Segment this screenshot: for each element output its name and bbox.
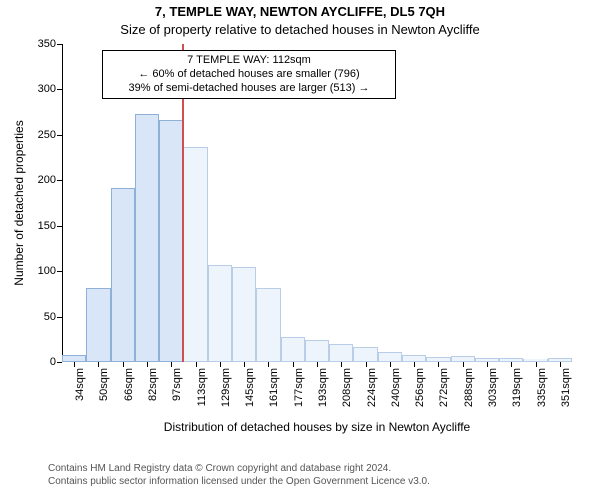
xtick-label: 319sqm xyxy=(511,368,523,407)
xtick-label: 66sqm xyxy=(123,368,135,401)
info-line-3: 39% of semi-detached houses are larger (… xyxy=(109,82,389,96)
plot-area: 050100150200250300350 34sqm50sqm66sqm82s… xyxy=(62,44,572,362)
xtick-label: 145sqm xyxy=(244,368,256,407)
xtick-label: 177sqm xyxy=(293,368,305,407)
xtick-label: 113sqm xyxy=(196,368,208,406)
histogram-bar xyxy=(208,265,232,362)
xtick-label: 272sqm xyxy=(438,368,450,407)
histogram-bar xyxy=(86,288,110,363)
histogram-bar xyxy=(353,347,377,362)
xtick-mark xyxy=(366,362,367,367)
xtick-mark xyxy=(74,362,75,367)
histogram-bar xyxy=(256,288,280,362)
xtick-mark xyxy=(438,362,439,367)
xtick-mark xyxy=(220,362,221,367)
ytick-mark xyxy=(57,271,62,272)
histogram-bar xyxy=(159,120,183,362)
xtick-label: 34sqm xyxy=(74,368,86,401)
xtick-label: 240sqm xyxy=(390,368,402,407)
xtick-mark xyxy=(268,362,269,367)
xtick-mark xyxy=(196,362,197,367)
xtick-mark xyxy=(317,362,318,367)
xtick-mark xyxy=(98,362,99,367)
histogram-bar xyxy=(135,114,159,362)
ytick-mark xyxy=(57,89,62,90)
xtick-mark xyxy=(123,362,124,367)
footer-line-2: Contains public sector information licen… xyxy=(48,475,430,488)
xtick-mark xyxy=(244,362,245,367)
xtick-label: 97sqm xyxy=(171,368,183,401)
ytick-mark xyxy=(57,362,62,363)
xtick-mark xyxy=(511,362,512,367)
ytick-mark xyxy=(57,317,62,318)
xtick-label: 208sqm xyxy=(341,368,353,407)
histogram-bar xyxy=(402,355,426,362)
xtick-label: 129sqm xyxy=(220,368,232,407)
footer-line-1: Contains HM Land Registry data © Crown c… xyxy=(48,462,430,475)
xtick-mark xyxy=(341,362,342,367)
histogram-bar xyxy=(111,188,135,362)
xtick-label: 161sqm xyxy=(268,368,280,407)
ytick-mark xyxy=(57,180,62,181)
xtick-mark xyxy=(414,362,415,367)
info-line-2: ← 60% of detached houses are smaller (79… xyxy=(109,68,389,82)
xtick-label: 303sqm xyxy=(487,368,499,407)
xtick-label: 351sqm xyxy=(560,368,572,407)
xtick-mark xyxy=(536,362,537,367)
histogram-bar xyxy=(183,147,207,362)
histogram-bar xyxy=(378,352,402,362)
ytick-label: 250 xyxy=(38,129,56,141)
ytick-label: 100 xyxy=(38,265,56,277)
xtick-label: 224sqm xyxy=(366,368,378,407)
histogram-bar xyxy=(329,344,353,362)
xtick-label: 82sqm xyxy=(147,368,159,401)
xtick-label: 193sqm xyxy=(317,368,329,407)
xtick-label: 50sqm xyxy=(98,368,110,401)
xtick-mark xyxy=(171,362,172,367)
xtick-mark xyxy=(463,362,464,367)
histogram-bar xyxy=(305,340,329,362)
y-axis-label: Number of detached properties xyxy=(12,120,26,285)
xtick-mark xyxy=(147,362,148,367)
ytick-mark xyxy=(57,226,62,227)
xtick-label: 256sqm xyxy=(414,368,426,407)
footer: Contains HM Land Registry data © Crown c… xyxy=(48,462,430,488)
histogram-bar xyxy=(232,267,256,362)
xtick-mark xyxy=(487,362,488,367)
info-line-1: 7 TEMPLE WAY: 112sqm xyxy=(109,54,389,68)
xtick-mark xyxy=(293,362,294,367)
histogram-bar xyxy=(62,355,86,362)
xtick-label: 288sqm xyxy=(463,368,475,407)
xtick-mark xyxy=(390,362,391,367)
ytick-label: 200 xyxy=(38,174,56,186)
histogram-bar xyxy=(281,337,305,362)
info-box: 7 TEMPLE WAY: 112sqm ← 60% of detached h… xyxy=(102,50,396,99)
ytick-mark xyxy=(57,44,62,45)
ytick-label: 50 xyxy=(44,311,56,323)
ytick-label: 150 xyxy=(38,220,56,232)
ytick-mark xyxy=(57,135,62,136)
y-axis-label-container: Number of detached properties xyxy=(12,44,26,362)
chart-title-line2: Size of property relative to detached ho… xyxy=(0,22,600,37)
ytick-label: 350 xyxy=(38,38,56,50)
xtick-label: 335sqm xyxy=(536,368,548,407)
ytick-label: 300 xyxy=(38,83,56,95)
figure: 7, TEMPLE WAY, NEWTON AYCLIFFE, DL5 7QH … xyxy=(0,0,600,500)
xtick-mark xyxy=(560,362,561,367)
ytick-label: 0 xyxy=(50,356,56,368)
x-axis-label: Distribution of detached houses by size … xyxy=(62,420,572,434)
chart-title-line1: 7, TEMPLE WAY, NEWTON AYCLIFFE, DL5 7QH xyxy=(0,4,600,19)
